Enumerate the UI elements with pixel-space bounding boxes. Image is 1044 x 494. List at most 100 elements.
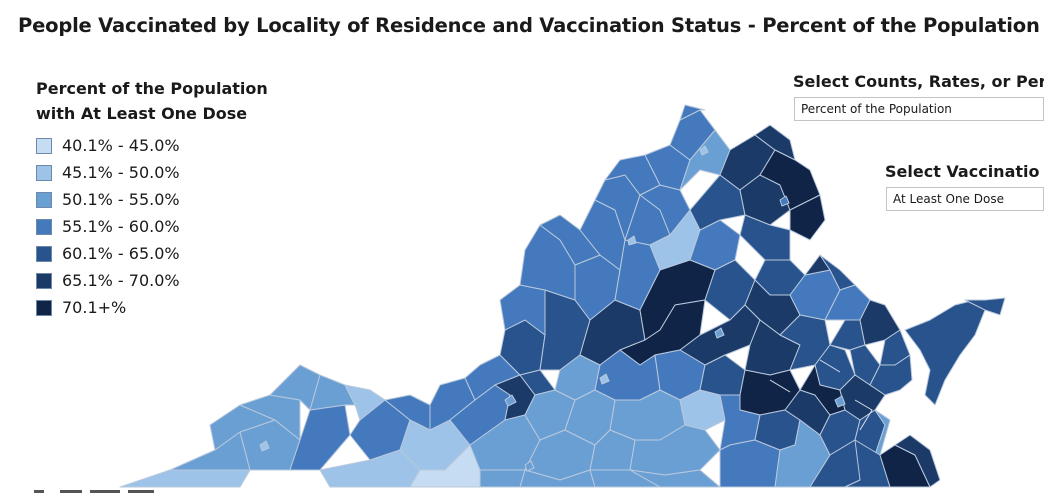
locality-region[interactable] [754, 124, 796, 161]
locality-region[interactable] [719, 134, 776, 191]
locality-region[interactable] [604, 154, 661, 196]
locality-region[interactable] [754, 409, 801, 451]
vaccination-status-select[interactable]: At Least One Dose [886, 187, 1044, 211]
locality-region[interactable] [844, 439, 891, 488]
locality-region[interactable] [519, 369, 556, 396]
locality-region[interactable] [579, 299, 646, 366]
locality-region[interactable] [669, 109, 716, 161]
locality-region[interactable] [879, 329, 911, 366]
locality-region[interactable] [639, 259, 716, 341]
locality-region[interactable] [689, 174, 746, 231]
locality-region[interactable] [744, 279, 801, 336]
locality-region[interactable] [894, 434, 941, 488]
locality-region[interactable] [644, 144, 691, 191]
locality-region[interactable] [554, 354, 601, 401]
locality-region[interactable] [869, 354, 913, 396]
locality-region[interactable] [209, 404, 276, 451]
locality-region[interactable] [784, 389, 831, 436]
locality-region[interactable] [574, 254, 621, 321]
locality-region[interactable] [619, 299, 706, 366]
legend-item[interactable]: 40.1% - 45.0% [36, 132, 276, 159]
locality-region[interactable] [759, 149, 821, 211]
locality-region[interactable] [789, 269, 841, 321]
independent-city[interactable] [627, 235, 637, 246]
independent-city[interactable] [504, 394, 517, 407]
locality-region[interactable] [824, 284, 871, 321]
locality-region[interactable] [799, 364, 846, 416]
locality-region[interactable] [779, 314, 831, 371]
legend-item[interactable]: 65.1% - 70.0% [36, 267, 276, 294]
locality-region[interactable] [589, 429, 636, 471]
locality-region[interactable] [624, 194, 671, 246]
locality-region[interactable] [499, 319, 546, 376]
independent-city[interactable] [524, 460, 535, 472]
locality-region[interactable] [169, 431, 251, 471]
locality-region[interactable] [719, 394, 761, 451]
locality-region[interactable] [639, 184, 691, 236]
locality-region[interactable] [699, 354, 746, 396]
locality-region[interactable] [679, 104, 706, 121]
locality-region[interactable] [809, 409, 886, 488]
locality-region[interactable] [774, 419, 831, 488]
locality-region[interactable] [269, 364, 321, 411]
locality-region[interactable] [739, 214, 791, 261]
locality-region[interactable] [649, 209, 701, 271]
locality-region[interactable] [524, 389, 576, 441]
locality-region[interactable] [704, 259, 756, 321]
locality-region[interactable] [579, 199, 626, 271]
independent-city[interactable] [834, 395, 846, 408]
independent-city[interactable] [699, 145, 709, 156]
locality-region[interactable] [679, 389, 726, 431]
locality-region[interactable] [739, 174, 791, 226]
locality-region[interactable] [689, 219, 741, 271]
locality-region[interactable] [654, 349, 706, 401]
locality-region[interactable] [614, 239, 661, 311]
locality-region[interactable] [564, 389, 616, 446]
locality-region[interactable] [239, 419, 301, 471]
legend-item[interactable]: 55.1% - 60.0% [36, 213, 276, 240]
locality-region[interactable] [849, 344, 881, 386]
locality-region[interactable] [629, 469, 721, 488]
locality-region[interactable] [679, 129, 731, 191]
locality-region[interactable] [349, 399, 411, 461]
legend-item[interactable]: 50.1% - 55.0% [36, 186, 276, 213]
locality-region[interactable] [409, 444, 481, 488]
locality-region[interactable] [964, 297, 1006, 316]
locality-region[interactable] [494, 374, 536, 421]
locality-region[interactable] [384, 394, 431, 431]
locality-region[interactable] [839, 374, 886, 421]
locality-region[interactable] [829, 319, 866, 351]
measure-select[interactable]: Percent of the Population [794, 97, 1044, 121]
independent-city[interactable] [599, 373, 610, 385]
locality-region[interactable] [814, 344, 856, 391]
locality-region[interactable] [539, 214, 601, 266]
locality-region[interactable] [239, 394, 301, 441]
locality-region[interactable] [754, 259, 806, 296]
locality-region[interactable] [879, 444, 931, 488]
legend-item[interactable]: 70.1+% [36, 294, 276, 321]
locality-region[interactable] [319, 449, 421, 488]
locality-region[interactable] [399, 419, 471, 471]
locality-region[interactable] [449, 384, 511, 446]
locality-region[interactable] [719, 439, 781, 488]
locality-region[interactable] [519, 224, 576, 301]
locality-region[interactable] [609, 389, 686, 441]
locality-region[interactable] [119, 469, 251, 488]
locality-region[interactable] [524, 429, 596, 481]
locality-region[interactable] [594, 349, 661, 401]
locality-region[interactable] [739, 369, 801, 416]
independent-city[interactable] [714, 327, 725, 339]
locality-region[interactable] [679, 304, 761, 366]
locality-region[interactable] [344, 384, 386, 421]
locality-region[interactable] [539, 289, 591, 371]
locality-region[interactable] [589, 469, 661, 488]
locality-region[interactable] [744, 319, 801, 376]
legend-item[interactable]: 45.1% - 50.0% [36, 159, 276, 186]
locality-region[interactable] [859, 299, 901, 346]
locality-region[interactable] [804, 254, 831, 276]
locality-region[interactable] [594, 174, 641, 241]
legend-item[interactable]: 60.1% - 65.0% [36, 240, 276, 267]
locality-region[interactable] [904, 299, 986, 406]
locality-region[interactable] [859, 409, 891, 481]
locality-region[interactable] [464, 354, 521, 401]
